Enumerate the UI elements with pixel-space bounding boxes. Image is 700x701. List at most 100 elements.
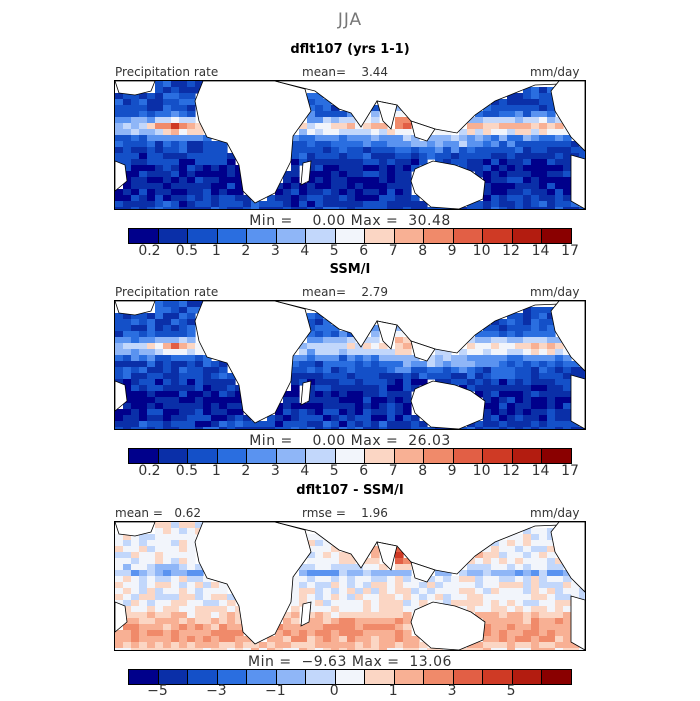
field-cell bbox=[523, 534, 532, 541]
field-cell bbox=[491, 373, 500, 380]
field-cell bbox=[403, 183, 412, 190]
colorbar-tick-label: 1 bbox=[211, 463, 221, 479]
panel1-subtitle: dflt107 (yrs 1-1) bbox=[290, 42, 410, 57]
field-cell bbox=[171, 648, 180, 650]
field-cell bbox=[379, 409, 388, 416]
field-cell bbox=[339, 117, 348, 124]
field-cell bbox=[195, 648, 204, 650]
field-cell bbox=[187, 522, 196, 529]
field-cell bbox=[115, 111, 124, 118]
field-cell bbox=[403, 343, 412, 350]
field-cell bbox=[187, 301, 196, 308]
field-cell bbox=[195, 81, 204, 88]
field-cell bbox=[123, 165, 132, 172]
field-cell bbox=[523, 129, 532, 136]
field-cell bbox=[299, 373, 308, 380]
field-cell bbox=[531, 648, 540, 650]
field-cell bbox=[523, 582, 532, 589]
field-cell bbox=[187, 307, 196, 314]
field-cell bbox=[395, 189, 404, 196]
field-cell bbox=[339, 391, 348, 398]
field-cell bbox=[515, 648, 524, 650]
field-cell bbox=[499, 177, 508, 184]
field-cell bbox=[323, 343, 332, 350]
field-cell bbox=[395, 123, 404, 130]
field-cell bbox=[371, 111, 380, 118]
field-cell bbox=[371, 415, 380, 422]
field-cell bbox=[475, 642, 484, 649]
field-cell bbox=[203, 648, 212, 650]
field-cell bbox=[483, 570, 492, 577]
field-cell bbox=[547, 99, 556, 106]
field-cell bbox=[483, 558, 492, 565]
field-cell bbox=[387, 618, 396, 625]
field-cell bbox=[347, 379, 356, 386]
colorbar-swatch bbox=[335, 670, 366, 684]
field-cell bbox=[371, 630, 380, 637]
field-cell bbox=[427, 135, 436, 142]
field-cell bbox=[123, 612, 132, 619]
field-cell bbox=[211, 421, 220, 428]
field-cell bbox=[467, 117, 476, 124]
colorbar-swatch bbox=[365, 449, 395, 463]
field-cell bbox=[515, 642, 524, 649]
field-cell bbox=[403, 427, 412, 429]
field-cell bbox=[283, 618, 292, 625]
field-cell bbox=[403, 159, 412, 166]
field-cell bbox=[507, 648, 516, 650]
field-cell bbox=[171, 81, 180, 88]
field-cell bbox=[179, 427, 188, 429]
field-cell bbox=[563, 159, 572, 166]
field-cell bbox=[363, 636, 372, 643]
field-cell bbox=[523, 105, 532, 112]
field-cell bbox=[355, 207, 364, 209]
field-cell bbox=[195, 195, 204, 202]
field-cell bbox=[155, 546, 164, 553]
field-cell bbox=[331, 564, 340, 571]
field-cell bbox=[539, 153, 548, 160]
field-cell bbox=[291, 642, 300, 649]
field-cell bbox=[115, 337, 124, 344]
field-cell bbox=[163, 421, 172, 428]
field-cell bbox=[523, 600, 532, 607]
field-cell bbox=[531, 540, 540, 547]
colorbar-tick-label: 12 bbox=[502, 243, 520, 259]
field-cell bbox=[315, 355, 324, 362]
field-cell bbox=[483, 129, 492, 136]
field-cell bbox=[203, 207, 212, 209]
colorbar-tick-label: 1 bbox=[211, 243, 221, 259]
field-cell bbox=[163, 165, 172, 172]
field-cell bbox=[395, 588, 404, 595]
field-cell bbox=[315, 612, 324, 619]
field-cell bbox=[155, 87, 164, 94]
field-cell bbox=[531, 159, 540, 166]
field-cell bbox=[219, 600, 228, 607]
field-cell bbox=[339, 331, 348, 338]
field-cell bbox=[451, 379, 460, 386]
field-cell bbox=[539, 636, 548, 643]
colorbar-tick-label: 9 bbox=[447, 243, 457, 259]
field-cell bbox=[283, 189, 292, 196]
field-cell bbox=[195, 606, 204, 613]
field-cell bbox=[371, 600, 380, 607]
field-cell bbox=[315, 421, 324, 428]
field-cell bbox=[483, 600, 492, 607]
field-cell bbox=[555, 618, 564, 625]
field-cell bbox=[363, 153, 372, 160]
field-cell bbox=[227, 403, 236, 410]
field-cell bbox=[531, 618, 540, 625]
field-cell bbox=[115, 207, 124, 209]
field-cell bbox=[531, 355, 540, 362]
field-cell bbox=[171, 528, 180, 535]
field-cell bbox=[499, 576, 508, 583]
field-cell bbox=[163, 331, 172, 338]
field-cell bbox=[507, 540, 516, 547]
field-cell bbox=[363, 594, 372, 601]
field-cell bbox=[403, 117, 412, 124]
field-cell bbox=[195, 201, 204, 208]
field-cell bbox=[515, 349, 524, 356]
field-cell bbox=[499, 355, 508, 362]
field-cell bbox=[171, 93, 180, 100]
field-cell bbox=[411, 642, 420, 649]
field-cell bbox=[491, 379, 500, 386]
